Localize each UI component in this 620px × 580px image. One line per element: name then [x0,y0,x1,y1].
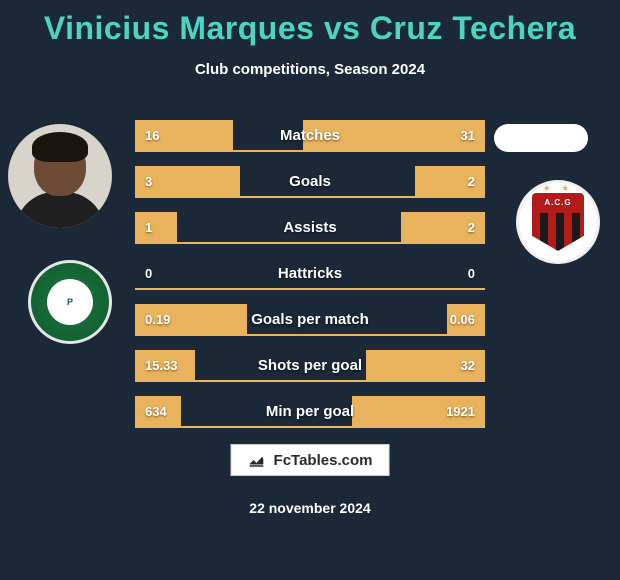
stat-value-right: 0.06 [440,312,485,327]
stat-label: Goals per match [251,311,369,328]
club-crest-left: P [28,260,112,344]
stat-value-right: 1921 [436,404,485,419]
stat-value-right: 2 [458,220,485,235]
stat-label: Assists [283,219,336,236]
stat-label: Min per goal [266,403,354,420]
stat-label: Goals [289,173,331,190]
stat-row: 634 Min per goal 1921 [135,396,485,428]
stat-value-left: 0.19 [135,312,180,327]
stat-value-left: 0 [135,266,162,281]
stat-value-right: 2 [458,174,485,189]
comparison-subtitle: Club competitions, Season 2024 [0,61,620,78]
stat-value-left: 634 [135,404,177,419]
stat-row: 1 Assists 2 [135,212,485,244]
watermark: FcTables.com [231,444,390,476]
club-crest-right: ★ ★ A.C.G [516,180,600,264]
stat-row: 15.33 Shots per goal 32 [135,350,485,382]
stat-row: 0.19 Goals per match 0.06 [135,304,485,336]
player-right-placeholder [494,124,588,152]
stat-label: Hattricks [278,265,342,282]
crest-left-initial: P [47,279,93,325]
stat-row: 0 Hattricks 0 [135,258,485,290]
stat-value-left: 1 [135,220,162,235]
stat-value-left: 15.33 [135,358,188,373]
stat-label: Shots per goal [258,357,362,374]
stat-label: Matches [280,127,340,144]
stat-row: 3 Goals 2 [135,166,485,198]
stat-value-left: 3 [135,174,162,189]
chart-icon [248,451,266,469]
date-text: 22 november 2024 [249,500,370,516]
watermark-text: FcTables.com [274,452,373,469]
crest-right-text: A.C.G [532,193,584,213]
player-left-photo [8,124,112,228]
stat-value-right: 32 [451,358,485,373]
stat-value-right: 0 [458,266,485,281]
stat-row: 16 Matches 31 [135,120,485,152]
comparison-title: Vinicius Marques vs Cruz Techera [0,0,620,47]
stat-value-left: 16 [135,128,169,143]
stat-value-right: 31 [451,128,485,143]
stats-table: 16 Matches 31 3 Goals 2 1 Assists 2 0 Hattricks 0 0.… [135,120,485,442]
